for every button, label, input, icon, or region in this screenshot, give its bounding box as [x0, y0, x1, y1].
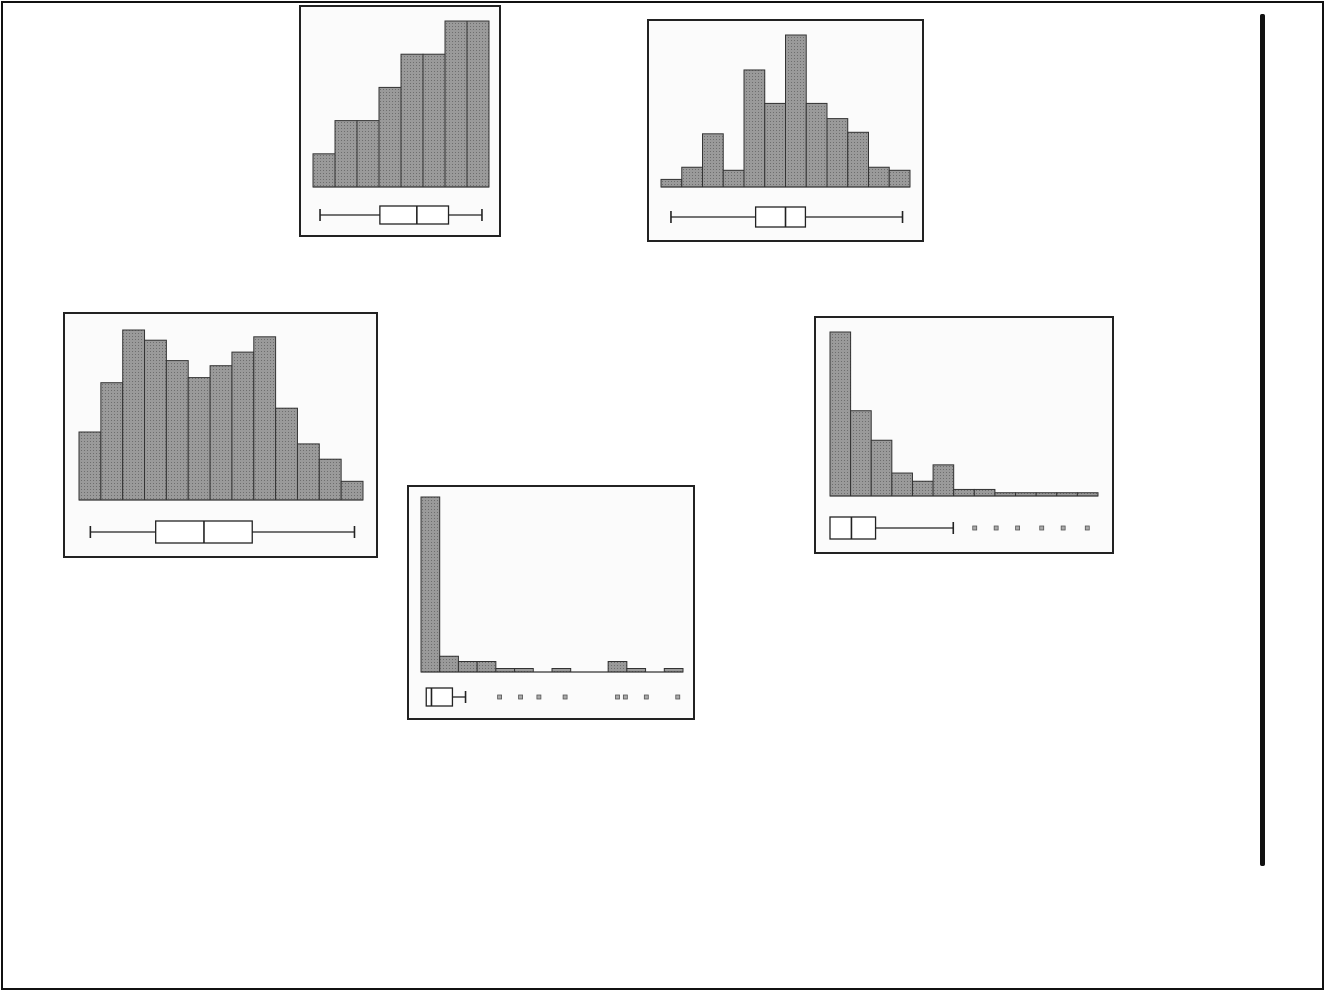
histogram-bar — [466, 20, 490, 188]
histogram-bar — [850, 410, 872, 497]
histogram-bar — [275, 407, 298, 501]
histogram-bar — [953, 488, 975, 497]
histogram-bar — [422, 53, 446, 188]
histogram-bar — [444, 20, 468, 188]
histogram-bar — [826, 118, 849, 188]
histogram-bar — [187, 377, 211, 501]
boxplot — [670, 206, 904, 228]
histogram-bars — [312, 20, 490, 188]
histogram-bar — [400, 53, 424, 188]
histogram-bar — [209, 365, 233, 501]
histogram-panel-4 — [407, 485, 695, 720]
histogram-panel-3 — [63, 312, 378, 558]
histogram-bar — [607, 661, 628, 673]
histogram-bar — [78, 431, 102, 501]
boxplot — [425, 687, 681, 707]
boxplot-outlier — [1084, 525, 1090, 531]
histogram-svg — [660, 34, 911, 228]
histogram-svg — [78, 329, 364, 544]
histogram-bar — [340, 480, 364, 501]
boxplot-box — [754, 206, 807, 228]
histogram-bar — [681, 166, 703, 188]
histogram-bar — [144, 339, 167, 501]
boxplot — [319, 205, 483, 225]
histogram-svg — [829, 331, 1099, 540]
histogram-bar — [743, 69, 766, 188]
boxplot-outlier — [536, 694, 542, 700]
histogram-bars — [420, 496, 684, 673]
histogram-bar — [378, 86, 402, 188]
boxplot-outlier — [622, 694, 628, 700]
boxplot-outlier — [993, 525, 999, 531]
histogram-bar — [870, 439, 893, 497]
histogram-bar — [165, 360, 189, 501]
histogram-bar — [253, 336, 277, 501]
histogram-bar — [231, 351, 255, 501]
histogram-bars — [829, 331, 1099, 497]
histogram-bar — [891, 472, 913, 497]
histogram-bar — [888, 169, 911, 188]
boxplot-outlier — [643, 694, 649, 700]
histogram-bar — [100, 382, 124, 501]
histogram-bar — [764, 102, 786, 188]
histogram-bar — [420, 496, 441, 673]
histogram-bar — [868, 166, 890, 188]
histogram-bar — [318, 458, 342, 501]
boxplot-outlier — [675, 694, 681, 700]
histogram-bar — [847, 131, 869, 188]
histogram-bars — [78, 329, 364, 501]
histogram-bar — [457, 661, 478, 673]
histogram-bar — [829, 331, 852, 497]
histogram-bar — [973, 488, 996, 497]
histogram-bar — [722, 169, 745, 188]
histogram-bar — [334, 120, 358, 188]
histogram-bar — [805, 102, 828, 188]
histogram-bar — [702, 133, 724, 188]
histogram-bar — [439, 655, 459, 673]
boxplot-box — [425, 687, 454, 707]
histogram-svg — [312, 20, 490, 225]
boxplot-outlier — [1015, 525, 1021, 531]
histogram-bar — [122, 329, 146, 501]
histogram-panel-1 — [299, 5, 501, 237]
histogram-bar — [785, 34, 807, 188]
histogram-svg — [420, 496, 684, 707]
histogram-bar — [296, 443, 320, 501]
boxplot-box — [829, 516, 877, 540]
boxplot-outlier — [518, 694, 523, 700]
boxplot-outlier — [615, 694, 620, 700]
boxplot-outlier — [562, 694, 568, 700]
histogram-bar — [660, 178, 683, 188]
histogram-panel-2 — [647, 19, 924, 242]
histogram-bar — [911, 480, 934, 497]
histogram-bar — [932, 464, 955, 497]
boxplot-outlier — [497, 694, 502, 700]
boxplot-outlier — [1039, 525, 1045, 531]
boxplot-outlier — [972, 525, 978, 531]
boxplot-box — [379, 205, 450, 225]
histogram-bar — [476, 661, 497, 673]
boxplot — [829, 516, 1090, 540]
boxplot-outlier — [1060, 525, 1066, 531]
boxplot — [89, 520, 356, 544]
histogram-panel-5 — [814, 316, 1114, 554]
right-vertical-rule — [1260, 14, 1265, 866]
histogram-bar — [312, 153, 336, 188]
histogram-bars — [660, 34, 911, 188]
histogram-bar — [356, 120, 380, 188]
